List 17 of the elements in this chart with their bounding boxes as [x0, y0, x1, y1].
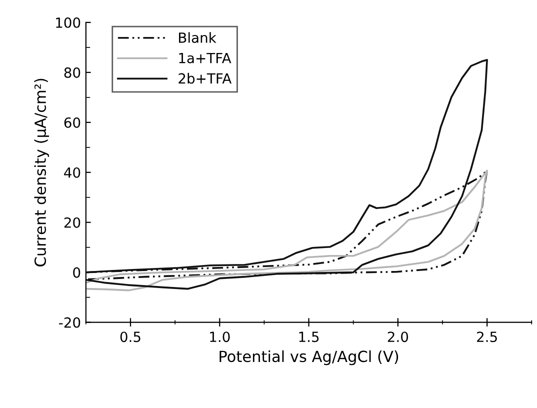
x-tick-label: 2.5 — [477, 332, 497, 342]
y-tick-label: -20 — [59, 317, 80, 328]
x-tick-label: 1.0 — [210, 332, 230, 342]
x-tick-label: 0.5 — [120, 332, 140, 342]
y-tick-label: 60 — [64, 117, 80, 128]
legend-label: Blank — [179, 32, 216, 43]
legend-label: 1a+TFA — [179, 52, 232, 64]
x-tick-label: 2.0 — [388, 332, 408, 342]
y-tick-label: 80 — [64, 67, 80, 78]
y-tick-label: 0 — [73, 267, 80, 278]
x-tick-label: 1.5 — [299, 332, 319, 342]
y-tick-label: 100 — [56, 17, 80, 28]
y-axis-title: Current density (μA/cm²) — [34, 78, 49, 266]
x-axis-title: Potential vs Ag/AgCl (V) — [220, 350, 398, 366]
y-tick-label: 20 — [64, 217, 80, 228]
y-tick-label: 40 — [64, 167, 80, 178]
legend-label: 2b+TFA — [178, 72, 232, 84]
